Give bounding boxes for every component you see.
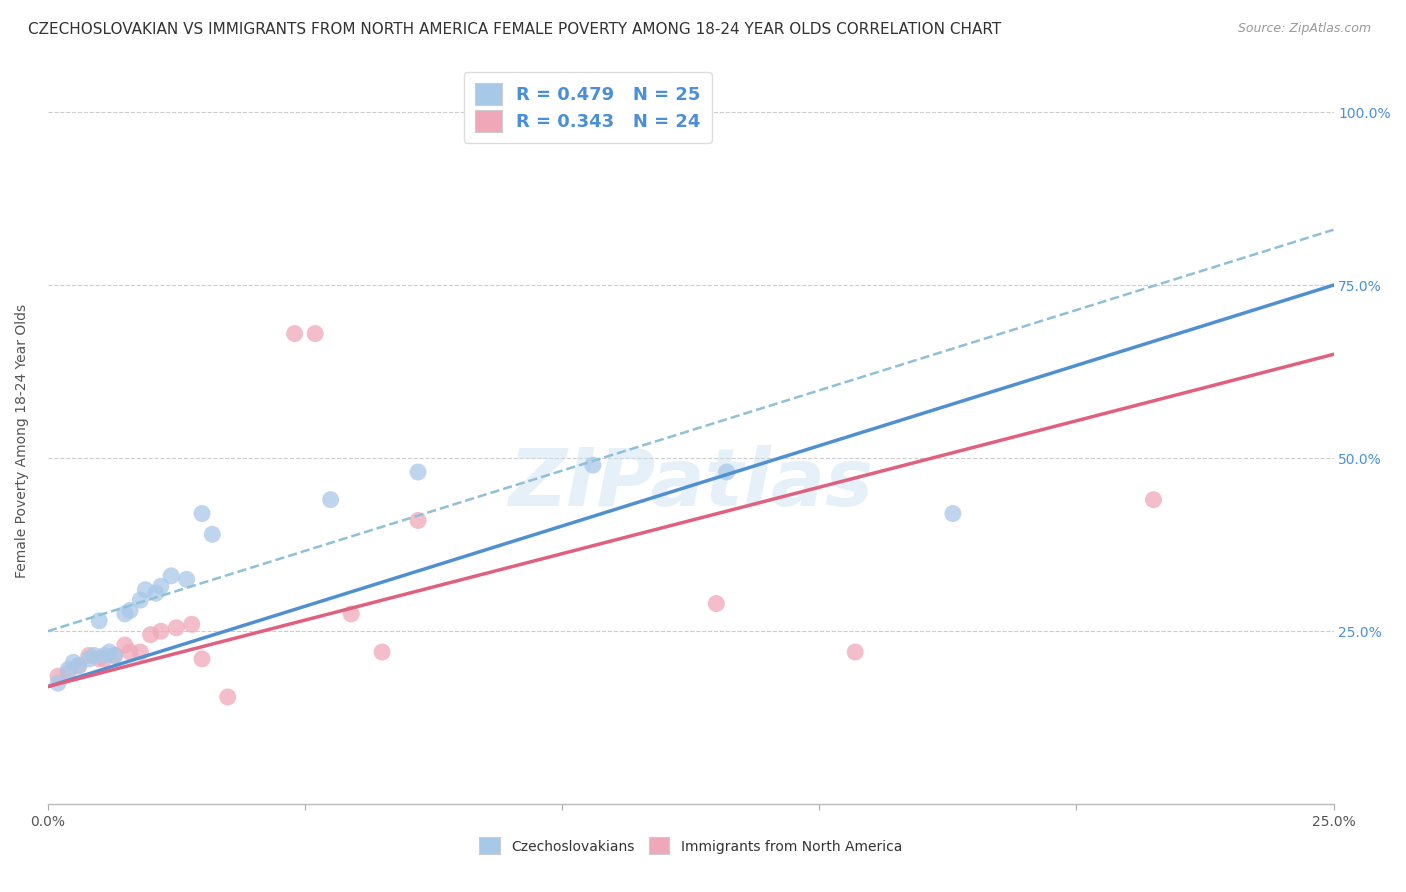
Point — [129, 645, 152, 659]
Point — [134, 582, 156, 597]
Point — [284, 326, 307, 341]
Point — [98, 645, 121, 659]
Point — [191, 507, 214, 521]
Point — [716, 465, 738, 479]
Point — [942, 507, 965, 521]
Point — [145, 586, 167, 600]
Point — [149, 579, 172, 593]
Point — [160, 569, 183, 583]
Point — [62, 656, 84, 670]
Point — [58, 665, 80, 680]
Point — [340, 607, 363, 621]
Point — [93, 648, 115, 663]
Point — [89, 652, 111, 666]
Point — [165, 621, 187, 635]
Point — [844, 645, 866, 659]
Point — [77, 648, 100, 663]
Point — [704, 597, 727, 611]
Point — [118, 645, 141, 659]
Point — [406, 513, 429, 527]
Point — [89, 614, 111, 628]
Text: Source: ZipAtlas.com: Source: ZipAtlas.com — [1237, 22, 1371, 36]
Point — [104, 648, 127, 663]
Point — [67, 658, 90, 673]
Point — [93, 652, 115, 666]
Text: ZIPatlas: ZIPatlas — [508, 445, 873, 524]
Point — [46, 669, 69, 683]
Y-axis label: Female Poverty Among 18-24 Year Olds: Female Poverty Among 18-24 Year Olds — [15, 304, 30, 578]
Point — [176, 572, 198, 586]
Point — [114, 638, 136, 652]
Point — [319, 492, 342, 507]
Point — [83, 648, 105, 663]
Point — [180, 617, 202, 632]
Point — [217, 690, 239, 704]
Point — [149, 624, 172, 639]
Point — [201, 527, 224, 541]
Point — [191, 652, 214, 666]
Point — [1142, 492, 1164, 507]
Point — [114, 607, 136, 621]
Point — [371, 645, 394, 659]
Point — [582, 458, 605, 472]
Point — [129, 593, 152, 607]
Point — [58, 662, 80, 676]
Point — [67, 658, 90, 673]
Point — [77, 652, 100, 666]
Point — [304, 326, 326, 341]
Point — [104, 648, 127, 663]
Point — [46, 676, 69, 690]
Point — [139, 628, 162, 642]
Legend: Czechoslovakians, Immigrants from North America: Czechoslovakians, Immigrants from North … — [471, 830, 910, 863]
Text: CZECHOSLOVAKIAN VS IMMIGRANTS FROM NORTH AMERICA FEMALE POVERTY AMONG 18-24 YEAR: CZECHOSLOVAKIAN VS IMMIGRANTS FROM NORTH… — [28, 22, 1001, 37]
Point — [118, 603, 141, 617]
Point — [406, 465, 429, 479]
